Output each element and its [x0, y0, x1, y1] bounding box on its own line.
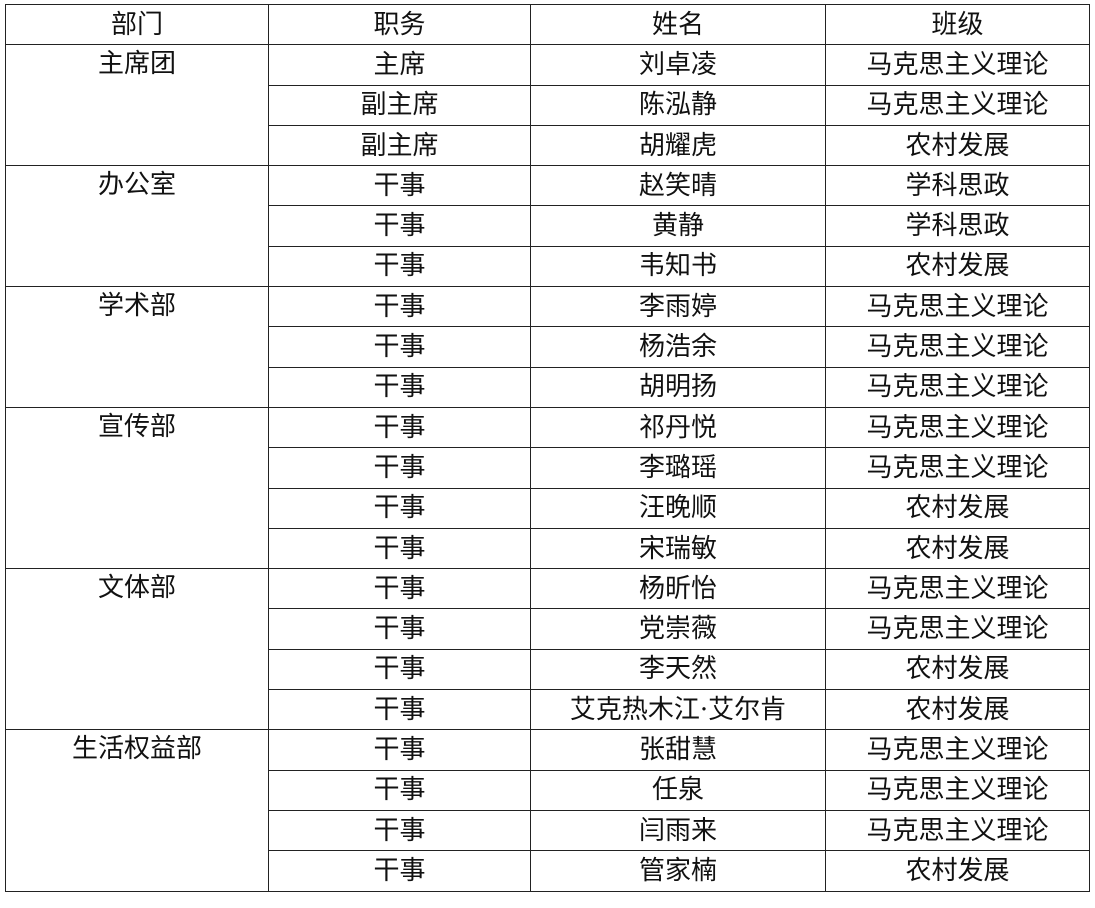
class-cell: 马克思主义理论 [825, 447, 1090, 489]
role-cell: 干事 [268, 205, 531, 247]
class-cell: 农村发展 [825, 487, 1090, 529]
table-row: 干事 艾克热木江·艾尔肯 农村发展 [6, 689, 1090, 731]
name-cell: 陈泓静 [530, 84, 826, 126]
table-row: 副主席 陈泓静 马克思主义理论 [6, 84, 1090, 126]
class-cell: 马克思主义理论 [825, 366, 1090, 408]
table-row: 干事 宋瑞敏 农村发展 [6, 527, 1090, 570]
role-cell: 副主席 [268, 84, 531, 126]
name-cell: 任泉 [530, 769, 826, 811]
name-cell: 艾克热木江·艾尔肯 [530, 689, 826, 731]
name-cell: 闫雨来 [530, 809, 826, 852]
name-cell: 张甜慧 [530, 729, 826, 771]
header-department: 部门 [5, 3, 269, 46]
role-cell: 干事 [268, 326, 531, 368]
name-cell: 李雨婷 [530, 286, 826, 328]
table-body: 主席团 主席 刘卓凌 马克思主义理论 副主席 陈泓静 马克思主义理论 副主席 胡耀虎 农村发展 办公… [5, 44, 1090, 892]
table-row: 主席团 主席 刘卓凌 马克思主义理论 [5, 44, 1090, 167]
department-cell: 学术部 [5, 286, 269, 408]
class-cell: 农村发展 [825, 850, 1090, 892]
role-cell: 主席 [268, 44, 531, 86]
name-cell: 汪晚顺 [530, 487, 826, 529]
class-cell: 马克思主义理论 [825, 809, 1090, 852]
role-cell: 干事 [268, 447, 531, 489]
table-row: 生活权益部 干事 张甜慧 马克思主义理论 [5, 729, 1090, 892]
name-cell: 党崇薇 [530, 608, 826, 650]
class-cell: 马克思主义理论 [825, 769, 1090, 811]
header-class: 班级 [825, 3, 1090, 46]
name-cell: 刘卓凌 [530, 44, 826, 86]
role-cell: 副主席 [268, 124, 531, 167]
class-cell: 马克思主义理论 [825, 326, 1090, 368]
table-row: 干事 李璐瑶 马克思主义理论 [6, 447, 1090, 489]
header-role: 职务 [268, 3, 531, 46]
table-row: 干事 汪晚顺 农村发展 [6, 487, 1090, 529]
name-cell: 胡明扬 [530, 366, 826, 408]
table-row: 干事 杨浩余 马克思主义理论 [6, 326, 1090, 368]
department-cell: 生活权益部 [5, 729, 269, 892]
department-cell: 办公室 [5, 165, 269, 288]
class-cell: 马克思主义理论 [825, 286, 1090, 328]
role-cell: 干事 [268, 568, 531, 610]
role-cell: 干事 [268, 809, 531, 852]
class-cell: 农村发展 [825, 648, 1090, 691]
role-cell: 干事 [268, 608, 531, 650]
class-cell: 马克思主义理论 [825, 608, 1090, 650]
class-cell: 学科思政 [825, 165, 1090, 207]
class-cell: 马克思主义理论 [825, 406, 1090, 449]
class-cell: 农村发展 [825, 245, 1090, 288]
name-cell: 李天然 [530, 648, 826, 691]
table-row: 干事 李天然 农村发展 [6, 648, 1090, 691]
role-cell: 干事 [268, 487, 531, 529]
name-cell: 胡耀虎 [530, 124, 826, 167]
name-cell: 李璐瑶 [530, 447, 826, 489]
class-cell: 马克思主义理论 [825, 44, 1090, 86]
class-cell: 马克思主义理论 [825, 568, 1090, 610]
role-cell: 干事 [268, 406, 531, 449]
role-cell: 干事 [268, 648, 531, 691]
table-row: 文体部 干事 杨昕怡 马克思主义理论 [5, 568, 1090, 731]
role-cell: 干事 [268, 729, 531, 771]
header-row: 部门 职务 姓名 班级 [5, 3, 1090, 46]
name-cell: 韦知书 [530, 245, 826, 288]
name-cell: 宋瑞敏 [530, 527, 826, 570]
table-row: 宣传部 干事 祁丹悦 马克思主义理论 [5, 406, 1090, 570]
table-row: 学术部 干事 李雨婷 马克思主义理论 [5, 286, 1090, 408]
class-cell: 农村发展 [825, 124, 1090, 167]
name-cell: 祁丹悦 [530, 406, 826, 449]
class-cell: 马克思主义理论 [825, 729, 1090, 771]
role-cell: 干事 [268, 366, 531, 408]
name-cell: 黄静 [530, 205, 826, 247]
role-cell: 干事 [268, 527, 531, 570]
table-row: 干事 韦知书 农村发展 [6, 245, 1090, 288]
role-cell: 干事 [268, 689, 531, 731]
role-cell: 干事 [268, 165, 531, 207]
role-cell: 干事 [268, 769, 531, 811]
class-cell: 学科思政 [825, 205, 1090, 247]
table-row: 干事 任泉 马克思主义理论 [6, 769, 1090, 811]
role-cell: 干事 [268, 245, 531, 288]
name-cell: 管家楠 [530, 850, 826, 892]
role-cell: 干事 [268, 850, 531, 892]
name-cell: 杨昕怡 [530, 568, 826, 610]
name-cell: 赵笑晴 [530, 165, 826, 207]
class-cell: 马克思主义理论 [825, 84, 1090, 126]
class-cell: 农村发展 [825, 689, 1090, 731]
role-cell: 干事 [268, 286, 531, 328]
roster-table: 部门 职务 姓名 班级 主席团 主席 刘卓凌 马克思主义理论 副主席 陈泓静 马克思主义理论… [5, 3, 1090, 892]
department-cell: 宣传部 [5, 406, 269, 570]
table-row: 干事 胡明扬 马克思主义理论 [6, 366, 1090, 408]
table-row: 干事 闫雨来 马克思主义理论 [6, 809, 1090, 852]
header-name: 姓名 [530, 3, 826, 46]
department-cell: 主席团 [5, 44, 269, 167]
name-cell: 杨浩余 [530, 326, 826, 368]
department-cell: 文体部 [5, 568, 269, 731]
class-cell: 农村发展 [825, 527, 1090, 570]
table-row: 办公室 干事 赵笑晴 学科思政 [5, 165, 1090, 288]
table-row: 干事 管家楠 农村发展 [6, 850, 1090, 892]
